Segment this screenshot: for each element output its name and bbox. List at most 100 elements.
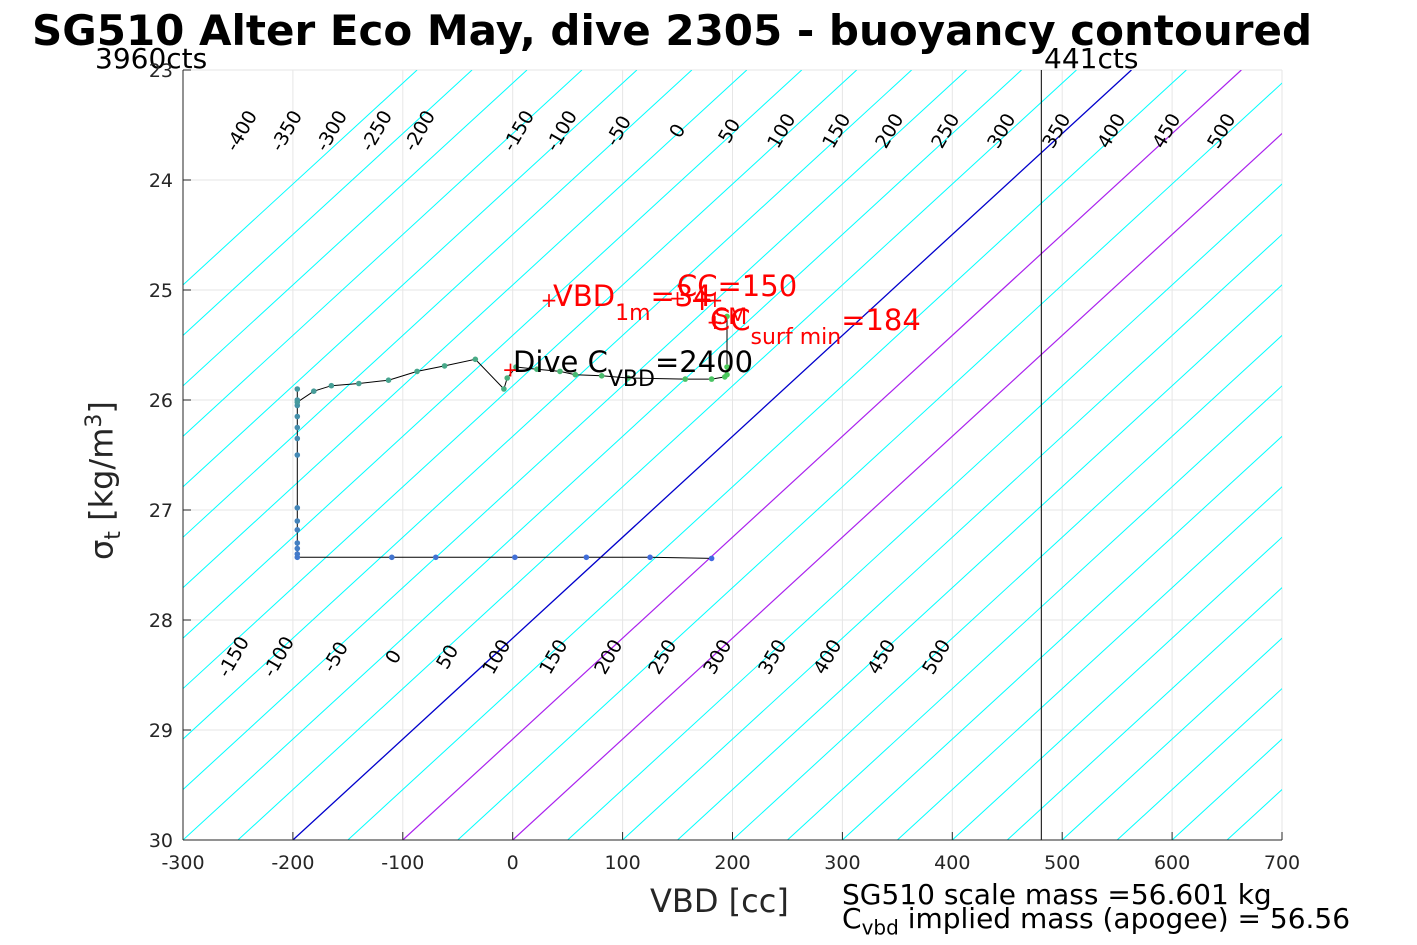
contour-line [951,536,1282,840]
contour-line [1281,839,1282,840]
contour-line [622,233,1282,840]
x-tick-label: 0 [507,852,519,874]
x-tick-label: 200 [714,852,750,874]
dive-point [294,399,301,406]
contour-line [183,70,528,387]
dive-point [724,364,730,370]
dive-point [513,364,519,370]
contour-line [183,70,1022,840]
annotation-marker: + [669,286,686,310]
contour-line [183,70,748,589]
dive-point [432,554,439,561]
contour-line [183,70,583,438]
dive-point [724,371,730,378]
contour-line [347,70,1187,840]
x-tick-label: 400 [934,852,970,874]
contour-line [183,70,473,337]
contour-line [1006,587,1282,840]
contour-line [237,70,1077,840]
x-axis-label: VBD [cc] [650,882,789,920]
contour-line [567,183,1282,840]
contour-line [183,70,967,791]
contour-line [732,334,1282,840]
x-tick-label: 700 [1264,852,1300,874]
contour-line [183,70,858,690]
contour-line [183,70,803,639]
contour-line [183,70,418,286]
annotation-text: +SM [690,283,747,330]
x-tick-label: 100 [604,852,640,874]
dive-point [294,545,301,552]
annotation-marker: + [707,310,724,334]
annotation-text: CC=150 [677,269,797,303]
annotation-marker: + [502,357,519,381]
chart-title: SG510 Alter Eco May, dive 2305 - buoyanc… [32,6,1313,55]
contour-line [183,70,638,488]
x-tick-label: -200 [271,852,314,874]
contour-line [457,82,1282,840]
contour-line [402,70,1242,840]
annotation-text: CCsurf min=184 [710,303,921,350]
y-tick-label: 26 [149,390,173,412]
dive-point [294,424,301,431]
contour-line [183,70,912,740]
dive-point [389,554,395,561]
dive-point [708,555,715,562]
dive-point [708,376,715,382]
dive-point [294,551,301,557]
dive-point [294,518,301,524]
contour-lines [183,70,1282,840]
contour-line [677,284,1282,840]
contour-line [292,70,1132,840]
dive-point [572,371,579,378]
x-tick-label: -300 [161,852,204,874]
implied-mass-text: Cvbd implied mass (apogee) = 56.56 [842,902,1351,940]
dive-point [294,435,301,442]
contour-line [1061,637,1282,840]
dive-point [583,554,590,561]
dive-point [294,413,301,420]
dive-point [294,527,301,533]
annotation-text: VBD1m=34 [553,279,712,326]
y-axis-label: σt [kg/m3] [82,401,127,560]
dive-point [294,505,301,511]
y-tick-label: 28 [149,610,173,632]
scale-mass-text: SG510 scale mass =56.601 kg [842,878,1272,911]
dive-point [294,540,301,546]
dive-point [557,368,563,375]
dive-point [472,356,479,363]
dive-point [534,366,540,373]
contour-line [787,385,1282,840]
dive-point [356,380,362,387]
y-tick-label: 30 [149,830,173,852]
dive-point [310,388,317,395]
dive-point [294,386,301,392]
annotations: +VBD1m=34+CC=150++SM+CCsurf min=184+Dive… [502,269,921,392]
dive-point [682,376,689,382]
contour-line [897,486,1282,840]
y-tick-label: 24 [149,170,173,192]
dive-point [414,368,420,375]
dive-point [328,382,335,389]
dive-point [501,386,507,392]
dive-point [647,554,653,561]
x-tick-label: 500 [1044,852,1080,874]
dive-point [441,363,448,369]
contour-line [183,70,693,538]
dive-point [512,554,518,561]
axes: -300 -200 -100 0 100 200 300 400 500 600 700 23 24 25… [149,60,1300,874]
x-tick-label: 600 [1154,852,1190,874]
x-tick-label: -100 [381,852,424,874]
dive-point [385,377,392,384]
contour-line [512,132,1282,840]
dive-point [294,452,301,458]
annotation-marker: + [707,288,724,312]
contour-line [1116,687,1282,840]
y-tick-label: 23 [149,60,173,82]
dive-point [724,313,730,320]
annotation-text: Dive CVBD=2400 [513,345,753,392]
y-tick-label: 29 [149,720,173,742]
y-tick-label: 25 [149,280,173,302]
dive-point [625,375,631,381]
